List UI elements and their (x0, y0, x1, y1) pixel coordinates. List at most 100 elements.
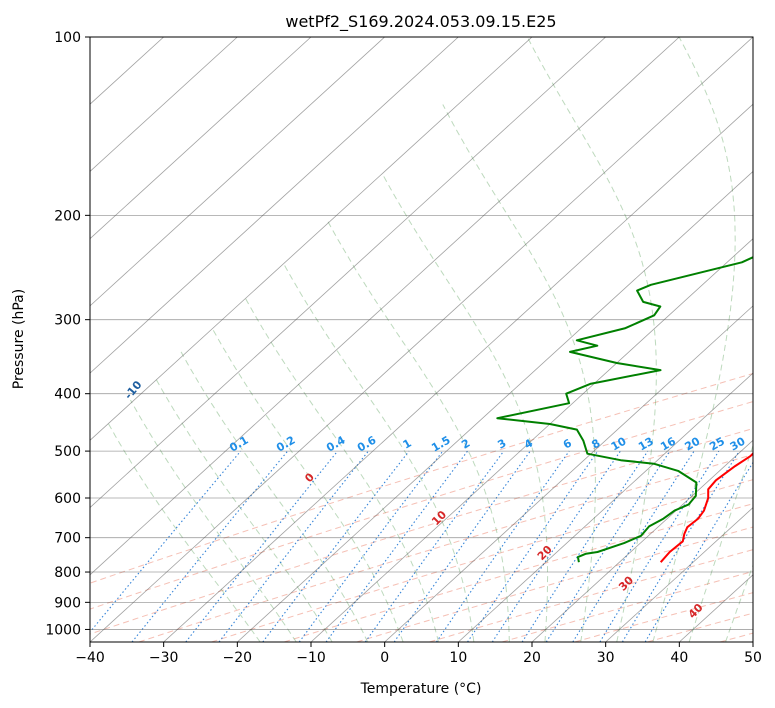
dry-adiabat (90, 428, 753, 635)
dry-adiabat (211, 479, 753, 642)
x-tick-label: −10 (296, 650, 326, 666)
mixing-ratio-label: 6 (561, 436, 574, 451)
x-tick-label: 10 (449, 650, 467, 666)
mixing-ratio-line (644, 461, 753, 642)
series-layer (496, 256, 753, 563)
mixing-ratio-line (435, 450, 570, 642)
x-tick-label: 20 (523, 650, 541, 666)
chart-title: wetPf2_S169.2024.053.09.15.E25 (285, 12, 556, 32)
y-tick-label: 700 (54, 531, 81, 547)
moist-adiabat (106, 420, 261, 642)
mixing-ratio-line (467, 450, 599, 642)
dry-adiabat (429, 549, 753, 642)
mixing-ratio-line (545, 450, 671, 642)
dry-adiabat (138, 454, 753, 642)
x-axis-label: Temperature (°C) (360, 681, 482, 697)
mixing-ratio-line (218, 450, 369, 642)
x-tick-label: −30 (149, 650, 179, 666)
isotherm (752, 641, 753, 642)
y-tick-label: 800 (54, 565, 81, 581)
moist-adiabat-label: 30 (616, 573, 636, 593)
mixing-ratio-line (262, 450, 410, 642)
x-tick-label: 30 (597, 650, 615, 666)
moist-adiabat (327, 221, 510, 642)
moist-adiabat (211, 327, 404, 642)
isotherm (384, 305, 753, 642)
profile-line (659, 452, 753, 563)
moist-adiabat (244, 297, 439, 642)
isotherm (90, 37, 312, 240)
moist-adiabat (652, 37, 736, 642)
y-tick-label: 900 (54, 595, 81, 611)
mixing-ratio-label: 1 (401, 437, 414, 452)
isotherm (90, 37, 533, 441)
dry-adiabat (574, 592, 753, 642)
moist-adiabat (130, 399, 297, 642)
mixing-ratio-label: 25 (707, 435, 727, 454)
moist-adiabat (381, 173, 549, 642)
y-tick-label: 500 (54, 444, 81, 460)
dry-adiabat (501, 570, 753, 642)
isotherm (90, 37, 753, 642)
mixing-ratio-label: 2 (459, 437, 472, 452)
isotherm (90, 37, 606, 509)
x-tick-label: −20 (223, 650, 253, 666)
plot-frame (89, 36, 754, 643)
moist-adiabat-label: 40 (686, 601, 706, 621)
mixing-ratio-line (90, 450, 242, 633)
profile-line (496, 256, 753, 563)
mixing-ratio-line (572, 450, 695, 642)
isotherm (90, 37, 459, 374)
moist-adiabat (180, 351, 369, 642)
moist-adiabat (442, 104, 596, 642)
moist-adiabat-label: 20 (535, 543, 555, 563)
mixing-ratio-label: 16 (658, 434, 678, 453)
dry-adiabat-label: -10 (122, 378, 145, 402)
isotherm (237, 170, 753, 642)
isotherm (458, 372, 753, 642)
mixing-ratio-line (621, 450, 740, 642)
mixing-ratio-line (364, 450, 505, 642)
mixing-ratio-line (325, 450, 468, 642)
moist-adiabat (154, 376, 333, 642)
mixing-ratio-label: 8 (589, 437, 602, 452)
isotherm (531, 439, 753, 642)
x-tick-label: 50 (744, 650, 762, 666)
x-axis-ticks: −40 −30 −20 −10 0 10 20 30 40 50 (75, 642, 762, 666)
mixing-ratio-line (131, 450, 289, 642)
x-tick-label: −40 (75, 650, 105, 666)
dry-adiabat (90, 372, 753, 584)
moist-adiabat-label: 0 (302, 470, 317, 485)
y-axis-label: Pressure (hPa) (11, 289, 27, 389)
y-tick-label: 1000 (45, 622, 81, 638)
mixing-ratio-label: 3 (495, 437, 508, 452)
mixing-ratio-label: 10 (609, 434, 629, 453)
y-tick-label: 400 (54, 387, 81, 403)
mixing-ratio-label: 30 (728, 434, 748, 453)
x-tick-label: 40 (670, 650, 688, 666)
y-tick-label: 600 (54, 491, 81, 507)
mixing-ratio-line (298, 450, 444, 642)
mixing-ratio-line (185, 450, 339, 642)
isotherm (90, 37, 680, 576)
moist-adiabat (688, 444, 753, 642)
x-tick-label: 0 (380, 650, 389, 666)
mixing-ratio-label: 13 (636, 435, 656, 454)
y-tick-label: 300 (54, 313, 81, 329)
moist-adiabat (282, 262, 475, 642)
background-lines (90, 37, 753, 642)
isotherm (163, 103, 753, 642)
isotherm (310, 238, 753, 642)
isotherm (90, 37, 385, 307)
y-tick-label: 200 (54, 208, 81, 224)
isotherm (605, 507, 753, 642)
dry-adiabat (284, 503, 753, 642)
mixing-ratio-line (521, 450, 649, 642)
isotherm (90, 37, 238, 172)
moist-adiabat-label: 10 (429, 508, 449, 528)
moist-adiabat (725, 563, 753, 642)
mixing-ratio-label: 20 (683, 434, 703, 453)
y-tick-label: 100 (54, 30, 81, 46)
